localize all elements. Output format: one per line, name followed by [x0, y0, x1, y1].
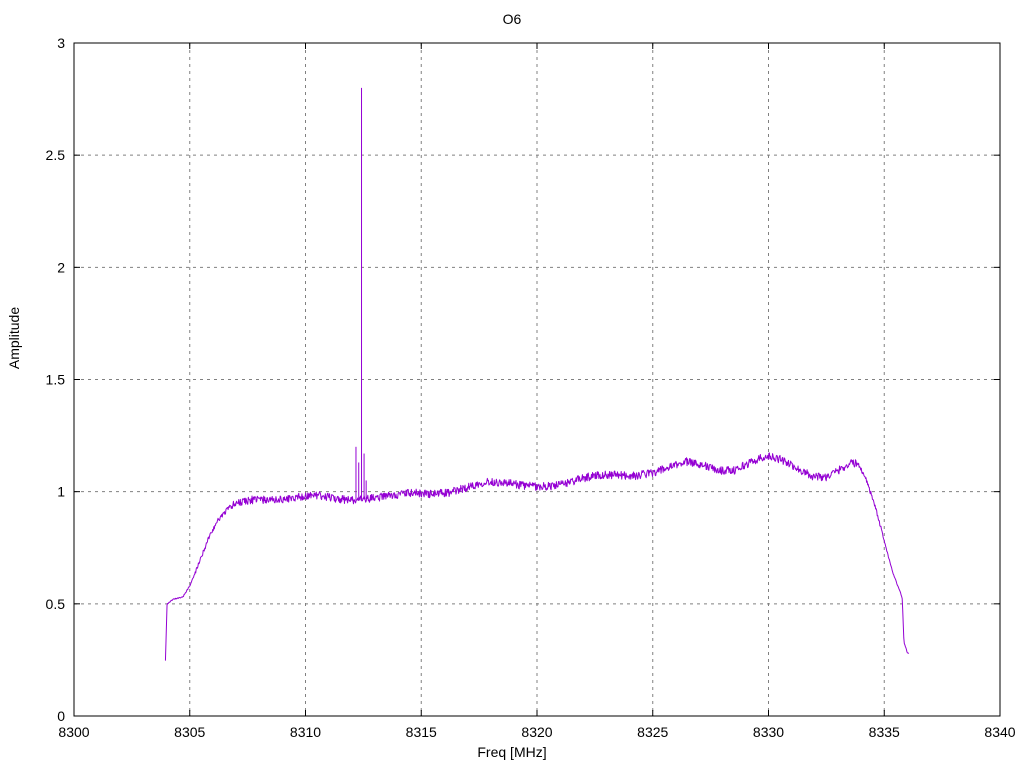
x-tick-label: 8325 [637, 724, 668, 740]
x-axis-label: Freq [MHz] [477, 744, 547, 760]
data-trace-line [164, 452, 910, 661]
x-tick-label: 8320 [521, 724, 552, 740]
y-tick-label: 1.5 [46, 372, 66, 388]
y-tick-label: 3 [57, 35, 65, 51]
x-tick-label: 8310 [290, 724, 321, 740]
y-gridlines [74, 154, 1000, 605]
x-tick-label: 8335 [869, 724, 900, 740]
y-tick-label: 1 [57, 484, 65, 500]
x-tick-label: 8300 [58, 724, 89, 740]
y-tick-label: 0.5 [46, 596, 66, 612]
y-tick-label: 0 [57, 708, 65, 724]
plot-frame-border [73, 42, 1001, 717]
x-tick-labels: 8300 8305 8310 8315 8320 8325 8330 8335 8340 [58, 724, 1015, 740]
chart-title: O6 [502, 11, 522, 27]
x-tick-label: 8330 [753, 724, 784, 740]
y-tick-label: 2.5 [46, 147, 66, 163]
y-tick-labels: 0 0.5 1 1.5 2 2.5 3 [46, 35, 66, 724]
x-tick-label: 8315 [406, 724, 437, 740]
x-tick-label: 8305 [174, 724, 205, 740]
data-trace-group [164, 87, 910, 661]
x-tick-label: 8340 [984, 724, 1015, 740]
y-tick-label: 2 [57, 259, 65, 275]
